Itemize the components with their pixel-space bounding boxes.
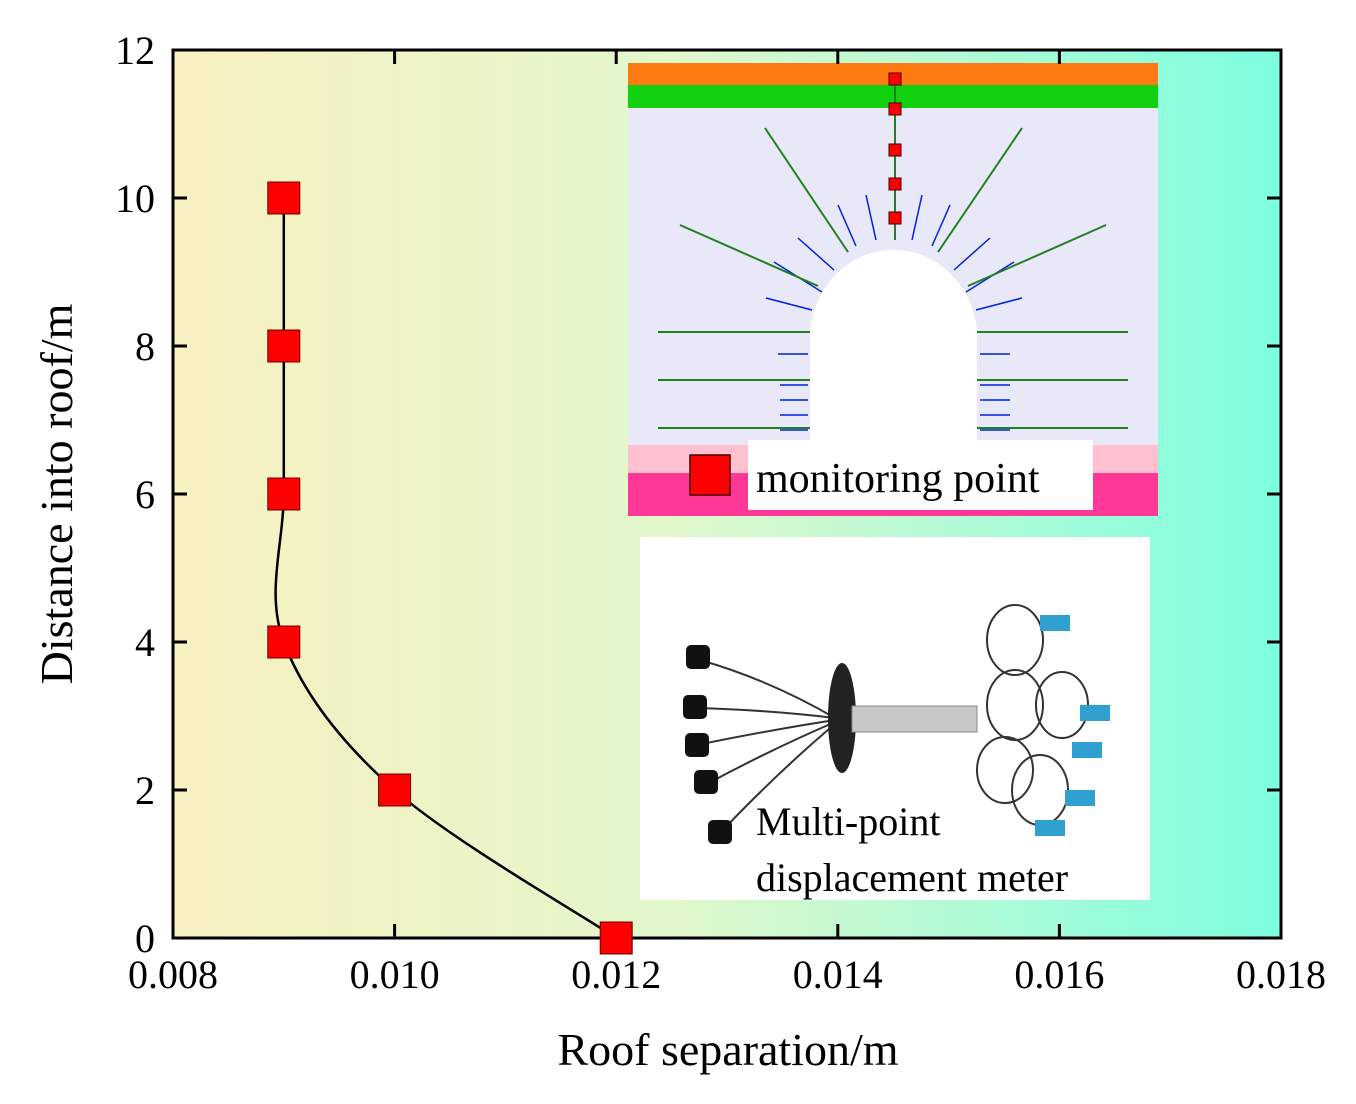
marker	[267, 181, 301, 215]
annotation: monitoring point	[756, 456, 1040, 502]
x-tick-label: 0.012	[571, 952, 661, 997]
marker	[378, 773, 412, 807]
marker	[267, 625, 301, 659]
x-tick-label: 0.016	[1014, 952, 1104, 997]
x-axis-label: Roof separation/m	[557, 1024, 898, 1075]
y-tick-label: 4	[135, 620, 155, 665]
marker	[267, 477, 301, 511]
y-tick-label: 12	[115, 28, 155, 73]
x-tick-label: 0.008	[128, 952, 218, 997]
y-tick-label: 0	[135, 916, 155, 961]
y-axis-label: Distance into roof/m	[31, 303, 82, 684]
x-tick-label: 0.018	[1236, 952, 1326, 997]
y-tick-label: 6	[135, 472, 155, 517]
meter-inset: Multi-point displacement meter	[640, 537, 1150, 900]
marker	[267, 329, 301, 363]
y-tick-label: 10	[115, 176, 155, 221]
y-tick-label: 2	[135, 768, 155, 813]
annotation: displacement meter	[756, 855, 1068, 900]
y-tick-label: 8	[135, 324, 155, 369]
tunnel-inset: monitoring point	[628, 63, 1158, 516]
marker	[599, 921, 633, 955]
x-tick-label: 0.010	[350, 952, 440, 997]
x-tick-label: 0.014	[793, 952, 883, 997]
annotation: Multi-point	[756, 799, 940, 844]
